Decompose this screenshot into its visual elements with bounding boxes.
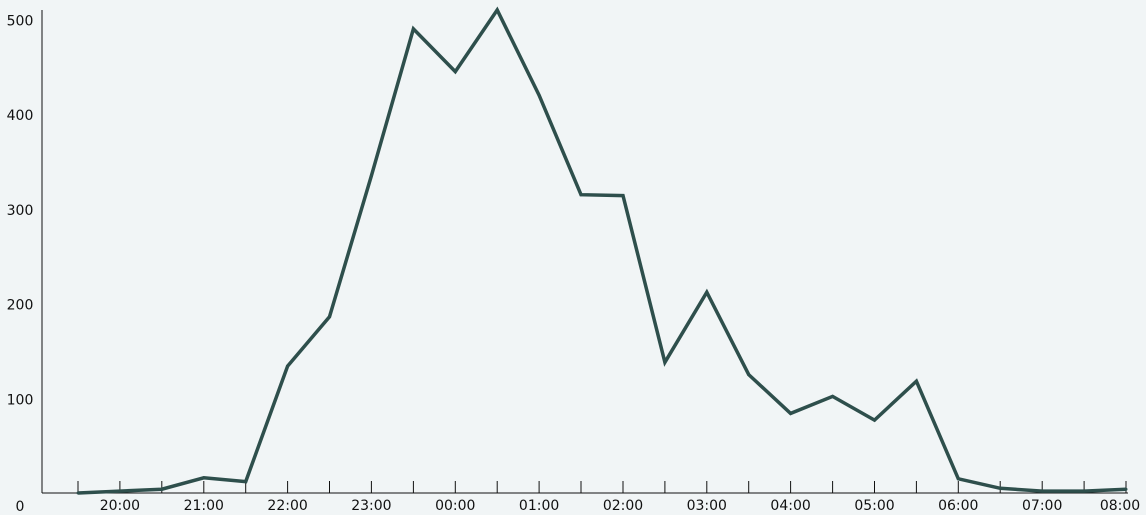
data-point: [160, 488, 163, 491]
x-tick-label: 06:00: [938, 498, 978, 514]
data-point: [77, 492, 80, 495]
x-tick-label: 08:00: [1100, 498, 1140, 514]
data-point: [915, 380, 918, 383]
x-tick-label: 20:00: [100, 498, 140, 514]
data-point: [580, 193, 583, 196]
data-point: [286, 365, 289, 368]
x-tick-label: 23:00: [351, 498, 391, 514]
x-tick-label: 01:00: [519, 498, 559, 514]
data-point: [538, 94, 541, 97]
data-point: [454, 70, 457, 73]
data-point: [999, 487, 1002, 490]
x-tick-label: 21:00: [184, 498, 224, 514]
data-point: [202, 476, 205, 479]
data-point: [747, 373, 750, 376]
x-tick-label: 07:00: [1022, 498, 1062, 514]
data-point: [873, 419, 876, 422]
x-tick-label: 04:00: [770, 498, 810, 514]
data-point: [370, 174, 373, 177]
data-point: [244, 480, 247, 483]
x-tick-label: 05:00: [854, 498, 894, 514]
y-tick-label: 200: [7, 298, 34, 314]
data-point: [663, 361, 666, 364]
x-tick-label: 02:00: [603, 498, 643, 514]
y-tick-label: 400: [7, 108, 34, 124]
data-point: [1125, 488, 1128, 491]
y-axis-ticks: 0 100 200 300 400 500: [7, 14, 34, 515]
data-point: [496, 9, 499, 12]
data-point: [412, 27, 415, 30]
data-point: [831, 395, 834, 398]
series-line: [78, 10, 1126, 493]
data-point: [1083, 490, 1086, 493]
data-point: [118, 490, 121, 493]
y-tick-label: 500: [7, 14, 34, 30]
data-point: [328, 315, 331, 318]
data-point: [1041, 490, 1044, 493]
x-tick-label: 00:00: [435, 498, 475, 514]
y-tick-label: 300: [7, 203, 34, 219]
data-point: [622, 194, 625, 197]
y-tick-label: 0: [16, 499, 25, 515]
x-tick-label: 03:00: [687, 498, 727, 514]
y-tick-label: 100: [7, 392, 34, 408]
x-tick-label: 22:00: [267, 498, 307, 514]
data-points: [77, 9, 1128, 495]
x-axis-ticks: 20:00 21:00 22:00 23:00 00:00 01:00 02:00 03:00…: [78, 481, 1140, 514]
data-point: [705, 291, 708, 294]
data-point: [957, 477, 960, 480]
data-point: [789, 412, 792, 415]
